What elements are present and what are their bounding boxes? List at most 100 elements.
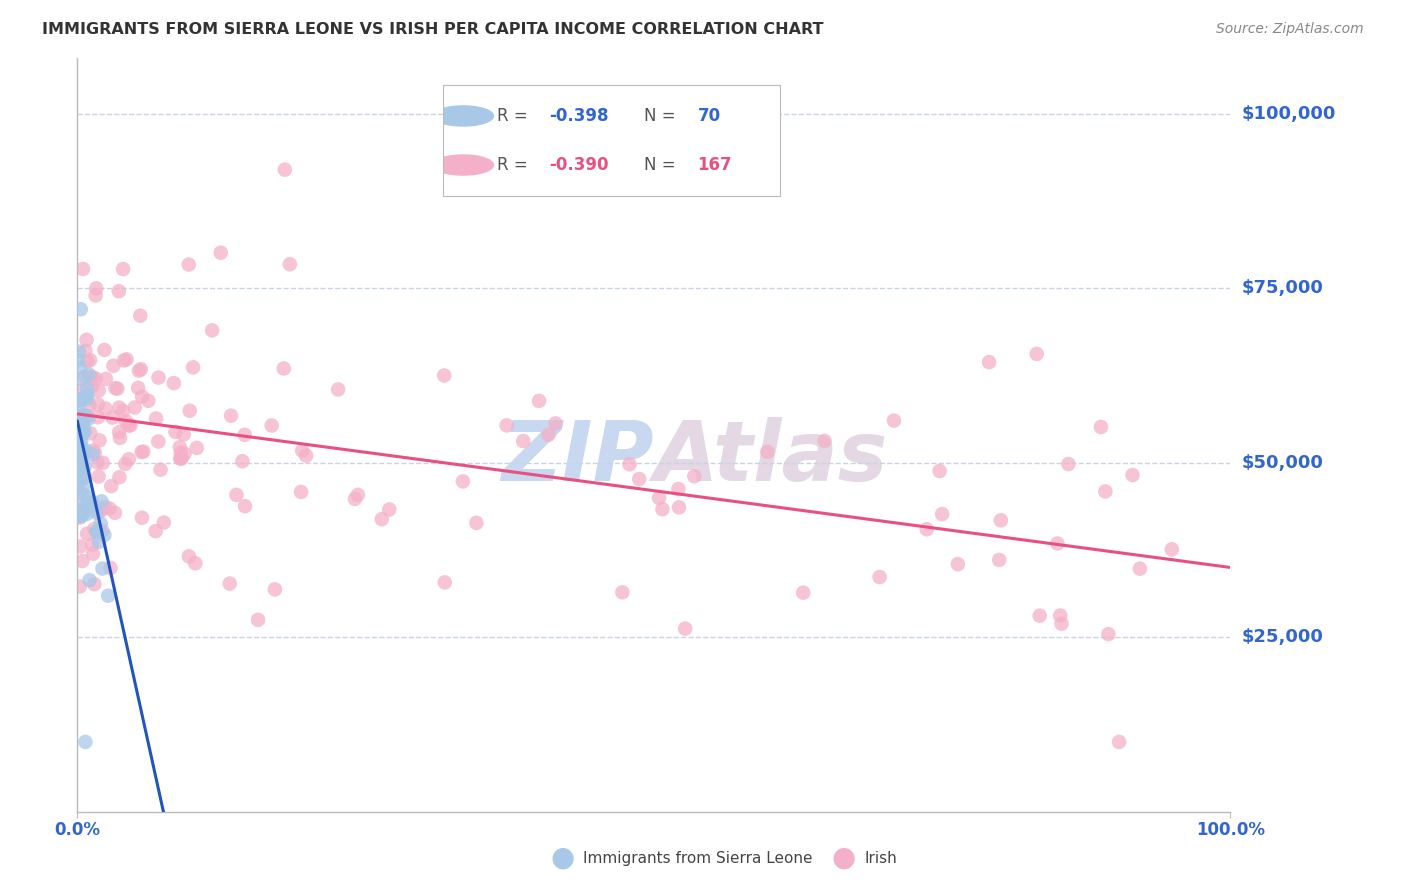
Point bbox=[72, 418, 94, 433]
Point bbox=[169, 451, 191, 466]
Point bbox=[101, 410, 124, 425]
Point bbox=[108, 284, 131, 298]
Point bbox=[129, 362, 152, 376]
Point bbox=[76, 388, 98, 402]
Point bbox=[76, 507, 98, 521]
Point bbox=[233, 427, 256, 442]
Point bbox=[86, 525, 108, 540]
Point bbox=[756, 445, 779, 459]
Point bbox=[70, 410, 93, 425]
Point bbox=[66, 392, 89, 406]
Point bbox=[931, 507, 953, 521]
Point bbox=[77, 409, 100, 424]
Point bbox=[94, 372, 117, 386]
Point bbox=[76, 382, 98, 396]
Point bbox=[915, 522, 938, 536]
Point bbox=[165, 425, 187, 439]
Text: -0.390: -0.390 bbox=[550, 156, 609, 174]
Point bbox=[628, 472, 651, 486]
Point bbox=[75, 343, 97, 358]
Point bbox=[1028, 608, 1050, 623]
Point bbox=[495, 418, 517, 433]
Point bbox=[93, 343, 115, 357]
Point bbox=[537, 427, 560, 442]
Point bbox=[75, 409, 97, 423]
Point bbox=[1094, 484, 1116, 499]
Point bbox=[69, 410, 91, 425]
Point bbox=[66, 509, 89, 524]
Point bbox=[163, 376, 186, 391]
Point bbox=[72, 465, 94, 479]
Point bbox=[91, 502, 114, 516]
Point bbox=[114, 414, 136, 428]
Text: R =: R = bbox=[496, 107, 533, 125]
Point bbox=[112, 353, 135, 368]
Text: N =: N = bbox=[644, 156, 681, 174]
Point bbox=[97, 589, 120, 603]
Point bbox=[153, 516, 176, 530]
Point bbox=[72, 413, 94, 427]
Text: Atlas: Atlas bbox=[654, 417, 889, 498]
Point bbox=[169, 440, 191, 454]
Point bbox=[79, 573, 101, 587]
Point bbox=[170, 446, 193, 460]
Point bbox=[72, 554, 94, 568]
Text: $75,000: $75,000 bbox=[1241, 279, 1323, 297]
Point bbox=[209, 245, 232, 260]
Text: Source: ZipAtlas.com: Source: ZipAtlas.com bbox=[1216, 22, 1364, 37]
Point bbox=[82, 443, 104, 458]
Point bbox=[73, 459, 96, 474]
Point bbox=[219, 409, 242, 423]
Point bbox=[512, 434, 534, 448]
Point bbox=[72, 262, 94, 277]
Point bbox=[131, 510, 153, 524]
Point bbox=[66, 475, 89, 489]
Point bbox=[72, 506, 94, 520]
Point bbox=[72, 507, 94, 521]
Point bbox=[347, 488, 370, 502]
Point bbox=[79, 498, 101, 512]
Text: $100,000: $100,000 bbox=[1241, 105, 1336, 123]
Point bbox=[114, 457, 136, 471]
Point bbox=[1097, 627, 1119, 641]
Point bbox=[668, 500, 690, 515]
Point bbox=[371, 512, 394, 526]
Point bbox=[451, 475, 474, 489]
Point bbox=[107, 382, 129, 396]
Point bbox=[1122, 468, 1144, 483]
Point bbox=[264, 582, 287, 597]
Point bbox=[82, 547, 104, 561]
Point bbox=[70, 372, 93, 386]
Point bbox=[69, 360, 91, 375]
Text: Irish: Irish bbox=[865, 851, 897, 865]
Point bbox=[612, 585, 634, 599]
Point bbox=[128, 364, 150, 378]
Point bbox=[72, 421, 94, 435]
Point bbox=[79, 426, 101, 441]
Text: $50,000: $50,000 bbox=[1241, 454, 1323, 472]
Point bbox=[527, 393, 550, 408]
Point bbox=[70, 509, 93, 524]
Point bbox=[131, 390, 153, 404]
Point bbox=[70, 456, 93, 470]
Point bbox=[70, 486, 93, 500]
Point bbox=[72, 422, 94, 436]
Point bbox=[946, 557, 969, 571]
Point bbox=[72, 414, 94, 428]
Point bbox=[66, 414, 89, 428]
Point bbox=[70, 448, 93, 462]
Point bbox=[86, 455, 108, 469]
Point bbox=[89, 506, 111, 520]
Point bbox=[278, 257, 301, 271]
Point bbox=[70, 440, 93, 454]
Point bbox=[72, 482, 94, 496]
Point bbox=[129, 309, 152, 323]
Point bbox=[87, 397, 110, 411]
Point bbox=[94, 401, 117, 416]
Point bbox=[108, 431, 131, 445]
Point bbox=[69, 393, 91, 408]
Point bbox=[186, 441, 208, 455]
Point bbox=[673, 622, 696, 636]
Point bbox=[1108, 735, 1130, 749]
Point bbox=[883, 414, 905, 428]
